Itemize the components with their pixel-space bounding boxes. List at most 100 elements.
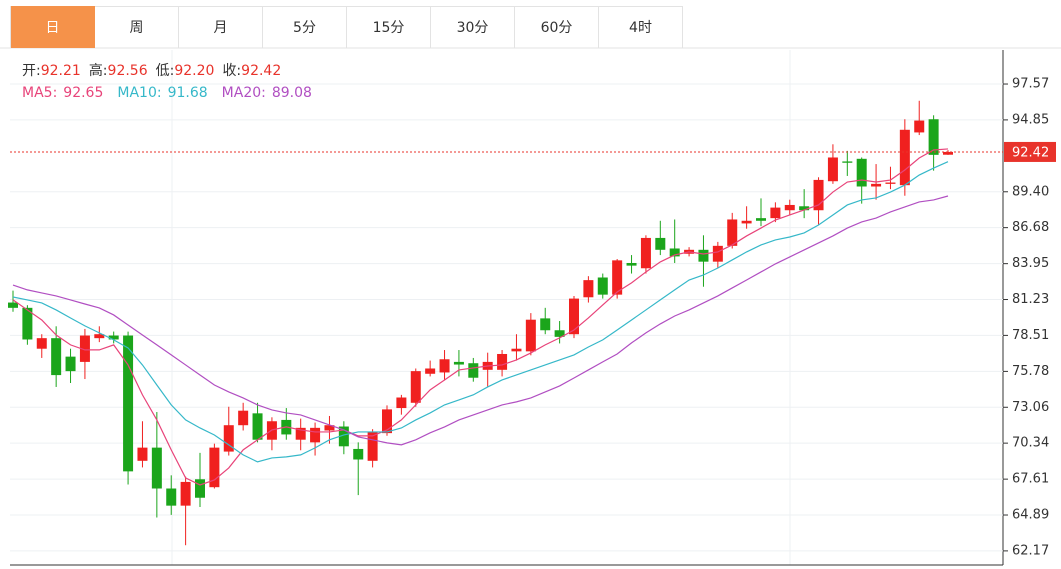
candle-body	[51, 338, 62, 376]
legend-value: 91.68	[167, 85, 208, 101]
candle-body	[338, 426, 349, 447]
candle-body	[36, 338, 47, 349]
tab[interactable]: 4时	[599, 6, 683, 48]
candle-body	[655, 237, 666, 250]
ma-line	[12, 148, 949, 486]
summary-label: 低:	[155, 63, 175, 79]
candle-body	[943, 151, 953, 155]
y-tick-label: 78.51	[1012, 328, 1049, 343]
candle-body	[238, 410, 249, 426]
candle-body	[108, 335, 119, 340]
candle-body	[8, 302, 18, 308]
candle-body	[353, 448, 364, 460]
candle-body	[899, 129, 910, 186]
ma-line	[12, 195, 949, 446]
candle-body	[871, 183, 882, 187]
summary-value: 92.20	[174, 63, 215, 79]
legend-name: MA10:	[117, 85, 162, 101]
y-tick-label: 83.95	[1012, 256, 1049, 271]
candle-body	[554, 330, 565, 337]
tab[interactable]: 月	[179, 6, 263, 48]
candle-body	[741, 220, 752, 224]
candle-body	[439, 359, 450, 373]
last-price-label: 92.42	[1012, 145, 1049, 160]
tab[interactable]: 15分	[347, 6, 431, 48]
candle-body	[166, 488, 177, 506]
candle-body	[569, 298, 579, 335]
quote-header: 开:92.21 高:92.56 低:92.20 收:92.42 MA5: 92.65 MA1…	[22, 60, 312, 104]
candle-body	[842, 161, 853, 163]
y-tick-label: 62.17	[1012, 543, 1049, 558]
summary-label: 高:	[88, 63, 108, 79]
candle-body	[65, 356, 76, 372]
candle-body	[698, 249, 709, 262]
tab[interactable]: 30分	[431, 6, 515, 48]
candle-body	[295, 427, 306, 440]
y-tick-label: 94.85	[1012, 112, 1049, 127]
y-tick-label: 97.57	[1012, 77, 1049, 92]
y-tick-label: 64.89	[1012, 508, 1049, 523]
legend-value: 92.65	[63, 85, 104, 101]
tab[interactable]: 周	[95, 6, 179, 48]
candle-body	[914, 120, 925, 133]
candle-body	[626, 262, 637, 266]
candle-body	[712, 245, 723, 262]
candle-body	[525, 319, 536, 352]
candle-body	[180, 481, 191, 506]
candle-body	[727, 219, 738, 246]
legend-name: MA5:	[22, 85, 58, 101]
ma-line	[12, 161, 949, 463]
y-tick-label: 81.23	[1012, 292, 1049, 307]
candle-body	[827, 157, 838, 182]
candle-body	[770, 207, 781, 219]
candle-body	[209, 447, 220, 488]
candle-body	[223, 425, 234, 452]
tab-bar: 日周月 5分 15分 30分 60分 4时	[10, 6, 683, 48]
candle-body	[511, 348, 522, 352]
candle-body	[669, 248, 680, 257]
candle-body	[453, 361, 464, 365]
tab[interactable]: 60分	[515, 6, 599, 48]
candle-body	[123, 335, 134, 472]
candle-body	[856, 158, 867, 187]
y-tick-label: 70.34	[1012, 436, 1049, 451]
y-tick-label: 75.78	[1012, 364, 1049, 379]
candle-body	[425, 368, 436, 374]
candle-body	[195, 479, 205, 498]
y-tick-label: 67.61	[1012, 472, 1049, 487]
legend-name: MA20:	[221, 85, 266, 101]
last-price-box	[1004, 141, 1056, 162]
candle-body	[540, 318, 551, 331]
candle-body	[468, 363, 479, 378]
candle-body	[756, 218, 766, 221]
candle-body	[324, 425, 335, 431]
candle-body	[597, 277, 608, 295]
candle-body	[151, 447, 162, 489]
summary-value: 92.21	[40, 63, 81, 79]
candle-body	[22, 307, 33, 340]
candle-body	[640, 237, 651, 269]
candle-body	[410, 371, 421, 403]
candle-body	[799, 206, 810, 211]
candle-body	[382, 409, 392, 434]
y-tick-label: 89.40	[1012, 184, 1049, 199]
candle-body	[583, 280, 594, 298]
candle-body	[137, 447, 148, 461]
candle-body	[784, 204, 795, 211]
tab[interactable]: 5分	[263, 6, 347, 48]
summary-label: 开:	[22, 63, 41, 79]
candle-body	[310, 427, 321, 443]
candle-body	[367, 431, 378, 461]
tab[interactable]: 日	[11, 6, 95, 48]
candle-body	[497, 353, 508, 370]
summary-value: 92.42	[241, 63, 282, 79]
candle-body	[79, 335, 90, 362]
y-tick-label: 73.06	[1012, 400, 1049, 415]
y-tick-label: 86.68	[1012, 220, 1049, 235]
candle-body	[928, 119, 939, 155]
candle-body	[612, 260, 623, 295]
candle-body	[885, 182, 896, 184]
legend-value: 89.08	[271, 85, 312, 101]
